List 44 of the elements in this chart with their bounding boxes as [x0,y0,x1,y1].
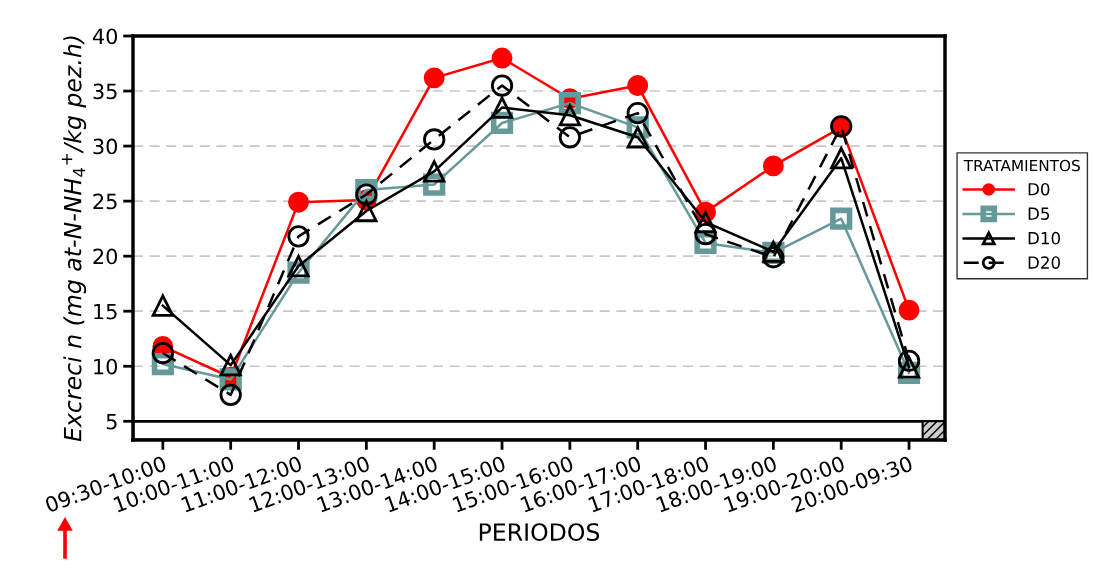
point [830,207,853,230]
point [219,383,242,406]
x-axis-title: PERIODOS [479,523,600,541]
point [423,67,445,89]
y-tick-label: 40 [92,28,118,45]
legend-title: TRATAMIENTOS [963,159,1080,172]
point [490,96,514,119]
legend-label: D20 [1028,256,1060,269]
point [627,75,649,96]
y-axis-title: Excreci n (mg at-N-NH$_{4}$$^{+}$/kg pez.h) [61,36,87,442]
point [897,356,921,379]
point [898,299,920,321]
point [288,191,309,213]
y-tick-label: 35 [93,83,117,100]
point [490,74,514,97]
point [897,349,921,372]
point [219,354,242,377]
point [151,292,174,317]
y-tick-label: 15 [94,303,117,320]
point [355,199,378,223]
point [694,223,717,246]
y-tick-label: 30 [93,138,118,155]
point [558,126,581,149]
y-tick-label: 25 [93,193,117,210]
y-tick-label: 10 [94,358,118,375]
point [558,92,581,115]
point [558,104,581,127]
point [491,47,513,69]
point [694,210,717,234]
point [626,101,649,125]
y-tick-label: 5 [106,414,117,430]
point [830,147,853,170]
point [287,254,310,278]
legend-label: D0 [1028,182,1050,196]
point [151,341,174,365]
legend-label: D5 [1028,207,1050,220]
point [762,246,785,269]
point [626,126,649,149]
point [287,225,310,248]
legend-label: D10 [1028,231,1060,245]
point [762,155,784,177]
y-tick-label: 20 [93,248,118,265]
point [423,160,446,183]
point [423,128,446,151]
